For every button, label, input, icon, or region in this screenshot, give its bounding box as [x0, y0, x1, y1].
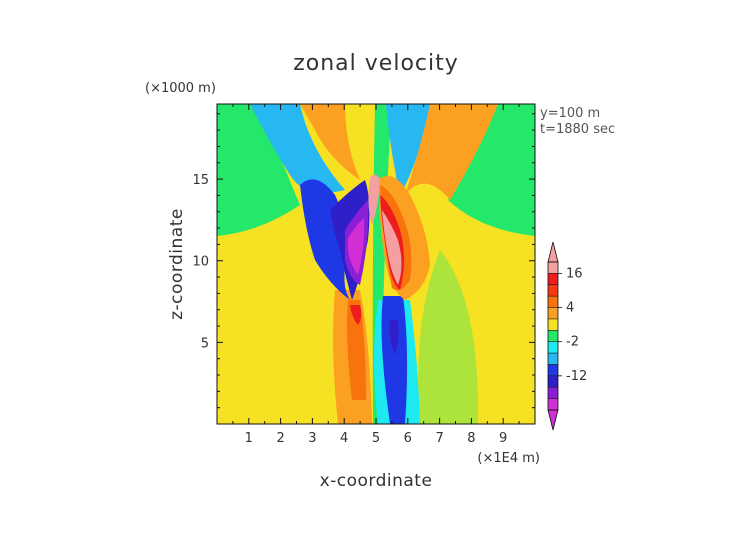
colorbar-tick-label: 16	[566, 266, 583, 281]
y-tick-label: 5	[201, 336, 209, 351]
annotation-y-position: y=100 m	[540, 106, 600, 121]
x-axis-ticks: 1 2 3 4 5 6 7 8 9	[232, 104, 520, 446]
field-green-upper-left	[217, 104, 300, 236]
chart-title: zonal velocity	[293, 51, 459, 76]
x-axis-label: x-coordinate	[320, 471, 433, 491]
x-tick-label: 5	[372, 431, 380, 446]
colorbar-level	[548, 387, 558, 399]
colorbar-level	[548, 330, 558, 342]
contour-field	[217, 104, 535, 424]
field-magenta-negative-core	[348, 218, 365, 275]
colorbar-level	[548, 296, 558, 308]
field-blue-upper-center	[386, 104, 430, 195]
x-tick-label: 3	[308, 431, 316, 446]
colorbar-tick-label: 4	[566, 301, 574, 316]
field-red-lower-dot	[350, 305, 362, 325]
colorbar-level	[548, 318, 558, 331]
colorbar-level	[548, 398, 558, 410]
x-tick-label: 2	[276, 431, 284, 446]
colorbar-level	[548, 341, 558, 354]
x-tick-label: 8	[467, 431, 475, 446]
field-blue-upper-left	[250, 104, 345, 193]
colorbar-top-arrow	[547, 241, 559, 263]
field-dark-blue-lower-core	[389, 320, 399, 355]
field-pink-peak	[368, 174, 380, 225]
field-orange-upper-right	[405, 104, 498, 200]
x-tick-label: 9	[499, 431, 507, 446]
y-axis-ticks: 5 10 15	[192, 113, 535, 409]
field-green-lower-right-tint	[418, 250, 479, 424]
colorbar-tick-label: -2	[566, 335, 579, 350]
colorbar-bottom-arrow	[547, 409, 559, 431]
field-orange-upper-left	[300, 104, 360, 180]
field-green-upper-right	[448, 104, 535, 236]
colorbar-level	[548, 307, 558, 319]
colorbar-level	[548, 375, 558, 388]
y-tick-label: 15	[192, 173, 209, 188]
colorbar: 16 4 -2 -12	[547, 241, 587, 431]
y-axis-label: z-coordinate	[167, 208, 187, 320]
colorbar-level	[548, 262, 558, 274]
colorbar-level	[548, 273, 558, 285]
field-orange-lower-core	[347, 300, 366, 400]
x-tick-label: 4	[340, 431, 348, 446]
colorbar-level	[548, 284, 558, 297]
y-tick-label: 10	[192, 255, 209, 270]
annotation-time: t=1880 sec	[540, 122, 615, 137]
colorbar-level	[548, 353, 558, 365]
colorbar-level	[548, 364, 558, 376]
colorbar-tick-label: -12	[566, 369, 587, 384]
y-unit-label: (×1000 m)	[145, 81, 216, 96]
colorbar-frame	[547, 261, 559, 411]
x-unit-label: (×1E4 m)	[477, 451, 540, 466]
x-tick-label: 6	[404, 431, 412, 446]
field-pink-positive-core	[382, 210, 402, 285]
x-tick-label: 1	[245, 431, 253, 446]
field-blue-lower-lobe	[381, 296, 408, 424]
x-tick-label: 7	[435, 431, 443, 446]
